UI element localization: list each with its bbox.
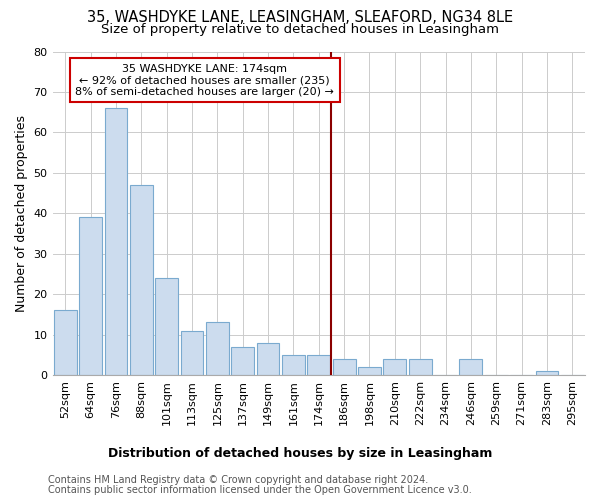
Bar — [54, 310, 77, 375]
Bar — [333, 359, 356, 375]
Bar — [460, 359, 482, 375]
Text: 35, WASHDYKE LANE, LEASINGHAM, SLEAFORD, NG34 8LE: 35, WASHDYKE LANE, LEASINGHAM, SLEAFORD,… — [87, 10, 513, 25]
Bar — [130, 185, 152, 375]
Bar — [79, 218, 102, 375]
Text: Size of property relative to detached houses in Leasingham: Size of property relative to detached ho… — [101, 22, 499, 36]
Bar — [206, 322, 229, 375]
Text: Distribution of detached houses by size in Leasingham: Distribution of detached houses by size … — [108, 447, 492, 460]
Bar — [257, 342, 280, 375]
Bar — [181, 330, 203, 375]
Bar — [155, 278, 178, 375]
Bar — [307, 355, 330, 375]
Bar — [358, 367, 381, 375]
Bar — [383, 359, 406, 375]
Bar — [104, 108, 127, 375]
Text: Contains HM Land Registry data © Crown copyright and database right 2024.: Contains HM Land Registry data © Crown c… — [48, 475, 428, 485]
Bar — [409, 359, 431, 375]
Bar — [536, 371, 559, 375]
Text: Contains public sector information licensed under the Open Government Licence v3: Contains public sector information licen… — [48, 485, 472, 495]
Text: 35 WASHDYKE LANE: 174sqm
← 92% of detached houses are smaller (235)
8% of semi-d: 35 WASHDYKE LANE: 174sqm ← 92% of detach… — [75, 64, 334, 97]
Bar — [231, 346, 254, 375]
Bar — [282, 355, 305, 375]
Y-axis label: Number of detached properties: Number of detached properties — [15, 115, 28, 312]
